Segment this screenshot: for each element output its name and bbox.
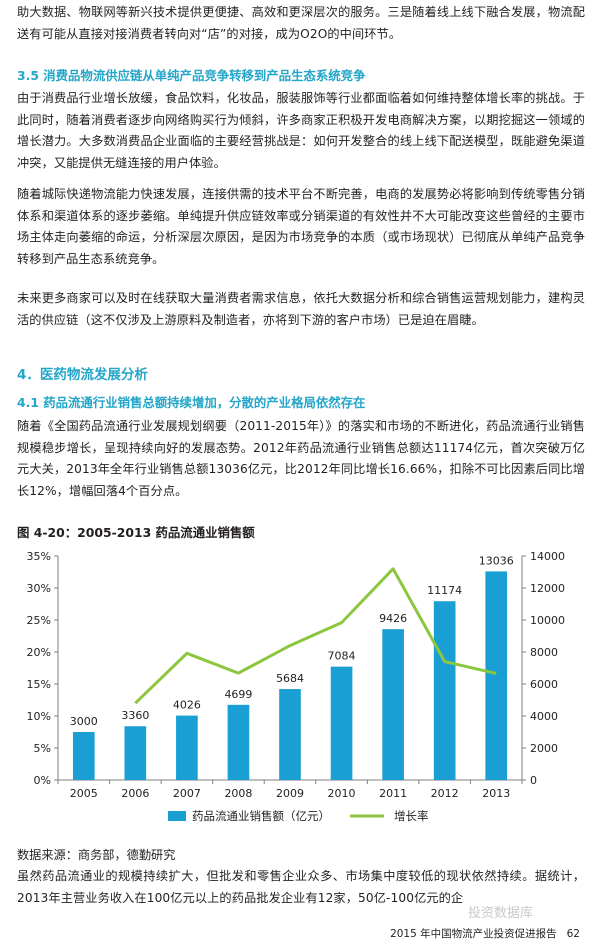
bar-value-label: 4026 xyxy=(173,699,201,712)
left-axis-tick-label: 25% xyxy=(27,614,51,627)
bar xyxy=(382,629,404,780)
legend-bar-label: 药品流通业销售额（亿元） xyxy=(192,809,330,823)
right-axis-tick-label: 14000 xyxy=(530,550,565,563)
bar-value-label: 3000 xyxy=(70,715,98,728)
right-axis-tick-label: 2000 xyxy=(530,742,558,755)
bar xyxy=(279,689,301,780)
bar-value-label: 9426 xyxy=(379,612,407,625)
heading-4: 4．医药物流发展分析 xyxy=(17,363,148,383)
left-axis-tick-label: 0% xyxy=(34,774,51,787)
watermark: 投资数据库 xyxy=(468,902,533,921)
x-axis-tick-label: 2010 xyxy=(328,787,356,800)
bar-value-label: 5684 xyxy=(276,672,304,685)
page-footer: 2015 年中国物流产业投资促进报告 62 xyxy=(390,926,580,941)
legend-bar-swatch xyxy=(168,811,186,821)
paragraph-consumer-goods: 由于消费品行业增长放缓，食品饮料，化妆品，服装服饰等行业都面临着如何维持整体增长… xyxy=(17,88,585,174)
left-axis-tick-label: 10% xyxy=(27,710,51,723)
x-axis-tick-label: 2006 xyxy=(121,787,149,800)
bar xyxy=(176,716,198,780)
right-axis-tick-label: 10000 xyxy=(530,614,565,627)
right-axis-tick-label: 8000 xyxy=(530,646,558,659)
x-axis-tick-label: 2008 xyxy=(224,787,252,800)
left-axis-tick-label: 20% xyxy=(27,646,51,659)
left-axis-tick-label: 35% xyxy=(27,550,51,563)
bar-value-label: 3360 xyxy=(121,709,149,722)
footer-report-title: 2015 年中国物流产业投资促进报告 xyxy=(390,928,557,940)
left-axis-tick-label: 30% xyxy=(27,582,51,595)
x-axis-tick-label: 2005 xyxy=(70,787,98,800)
x-axis-tick-label: 2009 xyxy=(276,787,304,800)
data-source: 数据来源：商务部，德勤研究 xyxy=(17,845,175,863)
bar xyxy=(125,726,147,780)
right-axis-tick-label: 6000 xyxy=(530,678,558,691)
paragraph-future: 未来更多商家可以及时在线获取大量消费者需求信息，依托大数据分析和综合销售运营规划… xyxy=(17,288,585,331)
bar xyxy=(434,601,456,780)
x-axis-tick-label: 2012 xyxy=(431,787,459,800)
bar xyxy=(73,732,95,780)
bar-value-label: 7084 xyxy=(328,650,356,663)
x-axis-tick-label: 2013 xyxy=(482,787,510,800)
right-axis-tick-label: 0 xyxy=(530,774,537,787)
right-axis-tick-label: 4000 xyxy=(530,710,558,723)
x-axis-tick-label: 2007 xyxy=(173,787,201,800)
bar-value-label: 4699 xyxy=(224,688,252,701)
bar xyxy=(228,705,250,780)
heading-4-1: 4.1 药品流通行业销售总额持续增加，分散的产业格局依然存在 xyxy=(17,393,365,411)
paragraph-express-logistics: 随着城际快递物流能力快速发展，连接供需的技术平台不断完善，电商的发展势必将影响到… xyxy=(17,184,585,270)
page-number: 62 xyxy=(567,928,580,940)
left-axis-tick-label: 5% xyxy=(34,742,51,755)
left-axis-tick-label: 15% xyxy=(27,678,51,691)
legend-line-label: 增长率 xyxy=(394,809,429,823)
right-axis-tick-label: 12000 xyxy=(530,582,565,595)
bar-value-label: 13036 xyxy=(479,554,514,567)
bar-value-label: 11174 xyxy=(427,584,462,597)
bar xyxy=(331,667,353,780)
sales-chart: 0% 5% 10% 15% 20% 25% 30% 35% 0 2000 4000 6000 8000 1… xyxy=(0,540,600,840)
x-axis-tick-label: 2011 xyxy=(379,787,407,800)
paragraph-intro: 助大数据、物联网等新兴技术提供更便捷、高效和更深层次的服务。三是随着线上线下融合… xyxy=(17,2,585,45)
heading-3-5: 3.5 消费品物流供应链从单纯产品竞争转移到产品生态系统竞争 xyxy=(17,66,365,84)
bar xyxy=(485,571,507,780)
paragraph-pharma-sales: 随着《全国药品流通行业发展规划纲要（2011-2015年）》的落实和市场的不断进… xyxy=(17,416,585,502)
figure-title: 图 4-20：2005-2013 药品流通业销售额 xyxy=(17,523,255,541)
